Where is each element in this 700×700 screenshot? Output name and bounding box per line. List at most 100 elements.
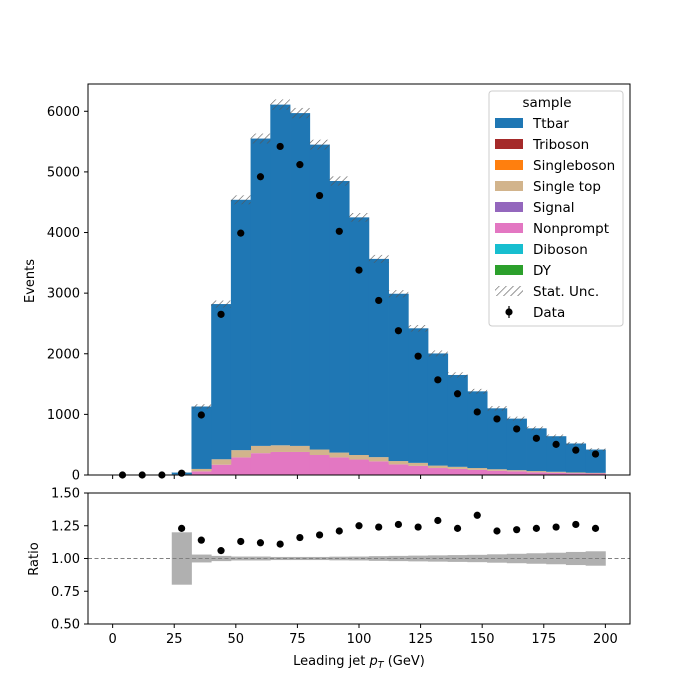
legend: sampleTtbarTribosonSinglebosonSingle top… (489, 91, 623, 326)
bar-nonprompt (487, 471, 507, 475)
ratio-point (336, 527, 343, 534)
data-point (592, 450, 599, 457)
data-point (237, 230, 244, 237)
ratio-unc-bin (369, 556, 389, 561)
bar-ttbar (329, 181, 349, 453)
ratio-point (434, 517, 441, 524)
x-tick-label: 200 (593, 632, 618, 647)
bar-single-top (349, 455, 369, 460)
y-tick-label: 3000 (47, 287, 80, 302)
main-x-ticks (113, 475, 606, 479)
ratio-y-axis-label: Ratio (27, 542, 42, 575)
y-tick-label: 6000 (47, 105, 80, 120)
ratio-point (415, 523, 422, 530)
legend-swatch-signal (495, 202, 523, 212)
data-point (375, 297, 382, 304)
x-tick-label: 0 (108, 632, 116, 647)
y-tick-label: 2000 (47, 347, 80, 362)
data-point (474, 408, 481, 415)
legend-swatch-single-top (495, 181, 523, 191)
data-point (198, 411, 205, 418)
bar-ttbar (231, 200, 251, 450)
bar-single-top (408, 463, 428, 466)
stat-unc-hatch (507, 417, 527, 421)
ratio-x-ticks: 0 25 50 75 100 125 150 175 200 (108, 624, 617, 647)
ratio-point (552, 523, 559, 530)
bar-nonprompt (191, 471, 211, 475)
bar-nonprompt (408, 466, 428, 475)
stat-unc-hatch (546, 435, 566, 438)
data-point (178, 470, 185, 477)
ratio-point (493, 527, 500, 534)
data-point (493, 415, 500, 422)
ratio-unc-bin (428, 555, 448, 561)
legend-title: sample (522, 95, 571, 111)
data-point (533, 435, 540, 442)
main-y-ticks: 0100020003000400050006000 (47, 105, 88, 484)
legend-label: Signal (533, 200, 574, 216)
stat-unc-hatch (389, 290, 409, 297)
stat-unc-hatch (211, 301, 231, 308)
ratio-point (178, 525, 185, 532)
stat-unc-hatch (231, 195, 251, 204)
bar-single-top (527, 471, 547, 472)
stat-unc-hatch (191, 404, 211, 408)
bar-ttbar (251, 139, 271, 446)
bar-single-top (586, 473, 606, 474)
data-point (336, 228, 343, 235)
bar-ttbar (428, 353, 448, 465)
bar-ttbar (349, 217, 369, 455)
data-point (257, 173, 264, 180)
data-point (316, 192, 323, 199)
ratio-y-tick-label: 1.00 (51, 552, 80, 567)
ratio-point (237, 538, 244, 545)
ratio-point (198, 537, 205, 544)
y-tick-label: 5000 (47, 165, 80, 180)
bar-single-top (231, 450, 251, 457)
ratio-y-tick-label: 1.25 (51, 519, 80, 534)
data-point (296, 161, 303, 168)
bar-single-top (467, 468, 487, 470)
ratio-point (355, 522, 362, 529)
ratio-y-ticks: 0.500.751.001.251.50 (51, 487, 88, 633)
bar-single-top (428, 466, 448, 468)
bar-single-top (507, 470, 527, 471)
legend-label: Singleboson (533, 158, 615, 174)
bar-ttbar (211, 304, 231, 459)
ratio-point (395, 521, 402, 528)
bar-single-top (329, 453, 349, 458)
data-point (217, 311, 224, 318)
ratio-y-tick-label: 1.50 (51, 487, 80, 502)
stat-unc-hatch (448, 372, 468, 377)
stat-unc-hatch (428, 350, 448, 356)
stat-unc-hatch (270, 99, 290, 109)
ratio-point (296, 534, 303, 541)
ratio-unc-bin (467, 555, 487, 562)
legend-label: DY (533, 263, 552, 279)
stat-unc-hatch (467, 389, 487, 394)
ratio-unc-bin (349, 557, 369, 561)
bar-ttbar (270, 105, 290, 446)
data-point (355, 267, 362, 274)
legend-swatch-hatch (495, 286, 523, 296)
legend-label: Data (533, 305, 565, 321)
bar-single-top (310, 450, 330, 455)
ratio-y-tick-label: 0.75 (51, 585, 80, 600)
legend-label: Single top (533, 179, 601, 195)
bar-single-top (369, 457, 389, 461)
x-tick-label: 25 (166, 632, 183, 647)
ratio-unc-bin (408, 556, 428, 562)
data-point (434, 376, 441, 383)
ratio-point (277, 540, 284, 547)
stat-unc-hatch (369, 255, 389, 263)
x-tick-label: 150 (470, 632, 495, 647)
bar-ttbar (448, 375, 468, 467)
ratio-point (217, 547, 224, 554)
ratio-point (592, 525, 599, 532)
data-point (572, 447, 579, 454)
ratio-point (257, 539, 264, 546)
x-tick-label: 175 (531, 632, 556, 647)
stat-unc-hatch (349, 213, 369, 222)
ratio-point (513, 526, 520, 533)
data-point (454, 390, 461, 397)
